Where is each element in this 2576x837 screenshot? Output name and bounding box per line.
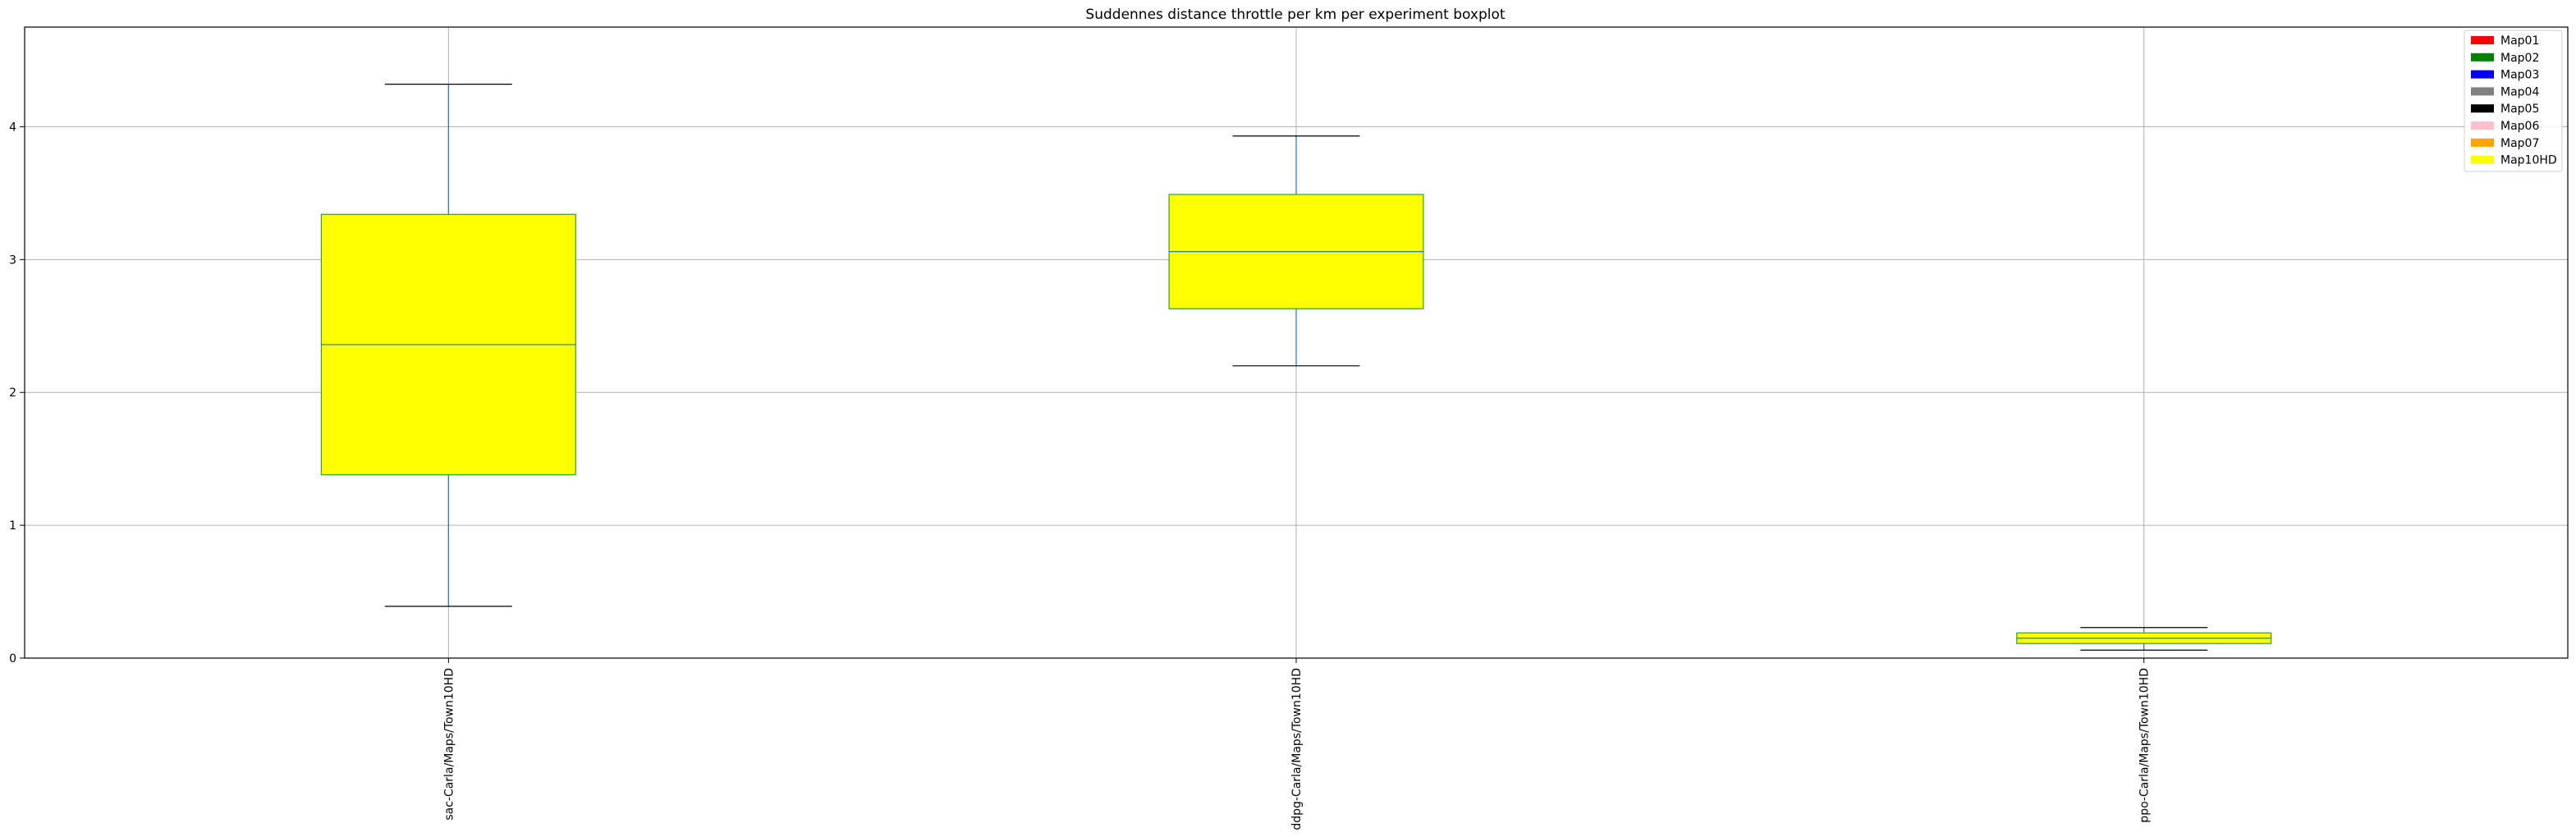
legend-label: Map07	[2500, 137, 2539, 150]
legend-swatch	[2471, 87, 2494, 96]
legend-label: Map02	[2500, 52, 2539, 65]
legend-label: Map06	[2500, 120, 2539, 133]
legend-label: Map01	[2500, 34, 2539, 48]
legend-label: Map10HD	[2500, 154, 2557, 167]
legend-frame	[2464, 30, 2563, 172]
legend-label: Map04	[2500, 85, 2539, 98]
legend: Map01 Map02 Map03 Map04 Map05 Map06 Map07 Map10…	[2464, 30, 2563, 172]
tick-layer: 0 1 2 3 4 sac-Carla/Maps/Town10HD ddpg-Carla/M…	[9, 121, 2152, 830]
x-category-label: sac-Carla/Maps/Town10HD	[442, 668, 456, 821]
legend-swatch	[2471, 104, 2494, 113]
legend-swatch	[2471, 155, 2494, 164]
chart-title: Suddennes distance throttle per km per e…	[1085, 7, 1505, 23]
legend-swatch	[2471, 121, 2494, 130]
x-category-label: ddpg-Carla/Maps/Town10HD	[1290, 668, 1304, 830]
y-tick-label: 3	[9, 254, 16, 267]
legend-label: Map05	[2500, 103, 2539, 116]
y-tick-label: 0	[9, 652, 16, 665]
x-category-label: ppo-Carla/Maps/Town10HD	[2138, 668, 2152, 823]
legend-swatch	[2471, 70, 2494, 79]
legend-label: Map03	[2500, 69, 2539, 82]
y-tick-label: 4	[9, 121, 16, 134]
legend-swatch	[2471, 36, 2494, 44]
legend-swatch	[2471, 138, 2494, 147]
box-layer	[320, 84, 2272, 651]
legend-swatch	[2471, 53, 2494, 62]
y-tick-label: 1	[9, 519, 16, 533]
y-tick-label: 2	[9, 386, 16, 400]
